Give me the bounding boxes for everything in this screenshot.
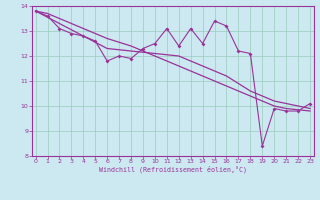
X-axis label: Windchill (Refroidissement éolien,°C): Windchill (Refroidissement éolien,°C): [99, 166, 247, 173]
